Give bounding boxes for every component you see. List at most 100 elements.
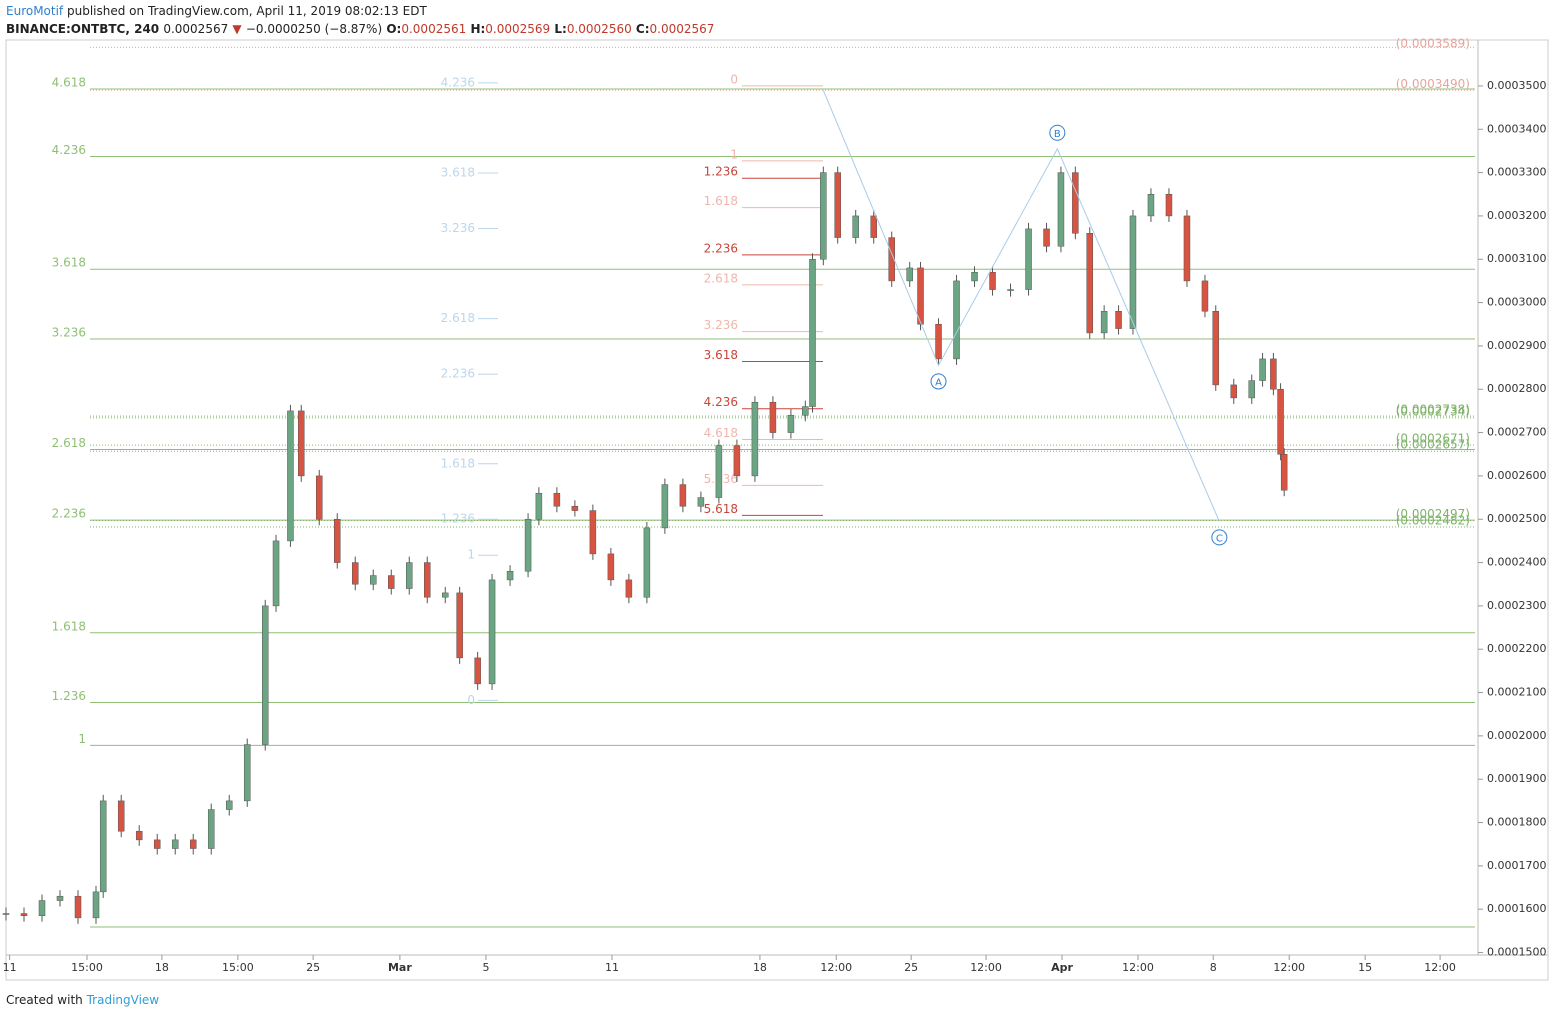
- fib-label: 2.236: [704, 241, 738, 255]
- y-tick-label: 0.0003500: [1487, 79, 1547, 92]
- author[interactable]: EuroMotif: [6, 4, 64, 18]
- candle: [388, 575, 395, 589]
- chart: 0.0001500 0.0001600 0.0001700 0.0001800 0.00…: [2, 37, 1549, 981]
- candle: [1043, 228, 1050, 247]
- footer: Created with TradingView: [6, 993, 159, 1007]
- price-label: (0.0002482): [1396, 514, 1470, 528]
- candle: [225, 800, 233, 810]
- y-tick-label: 0.0002600: [1487, 469, 1547, 482]
- fib-label: 2.618: [441, 311, 475, 325]
- candle: [733, 445, 741, 477]
- x-tick-label: 25: [904, 961, 918, 974]
- y-tick-label: 0.0002900: [1487, 339, 1547, 352]
- y-tick-label: 0.0002200: [1487, 642, 1547, 655]
- candle: [1072, 172, 1079, 234]
- h: 0.0002569: [485, 22, 551, 36]
- candle: [442, 592, 449, 598]
- candle: [2, 913, 10, 915]
- fib-label: 2.236: [441, 367, 475, 381]
- header-line: EuroMotif published on TradingView.com, …: [6, 4, 427, 18]
- candle: [1201, 280, 1209, 312]
- fib-label: 1: [78, 732, 86, 746]
- candle: [1025, 228, 1032, 290]
- price-label: (0.0002734): [1396, 404, 1470, 418]
- fib-label: 0: [467, 693, 475, 707]
- x-tick-label: 12:00: [1424, 961, 1456, 974]
- brand[interactable]: TradingView: [86, 993, 160, 1007]
- y-tick-label: 0.0003300: [1487, 166, 1547, 179]
- last: 0.0002567: [163, 22, 229, 36]
- candle: [1280, 453, 1288, 491]
- candle: [1277, 388, 1284, 455]
- y-tick-label: 0.0002300: [1487, 599, 1547, 612]
- candle: [953, 280, 960, 360]
- candle: [1230, 384, 1238, 399]
- price-label: (0.0002671): [1396, 432, 1470, 446]
- candle: [351, 562, 359, 585]
- candle: [625, 579, 633, 598]
- candle: [243, 744, 251, 802]
- candle: [697, 497, 705, 507]
- wave-line: [822, 90, 1220, 522]
- candle: [1086, 233, 1093, 334]
- candle: [1270, 358, 1277, 390]
- candle: [935, 323, 942, 360]
- candle: [888, 237, 895, 282]
- fib-label: 1.618: [52, 619, 86, 633]
- candle: [852, 215, 859, 238]
- candle: [56, 895, 64, 901]
- c: 0.0002567: [649, 22, 715, 36]
- fib-label: 2.618: [52, 436, 86, 450]
- x-tick-label: 15: [1358, 961, 1372, 974]
- candle: [506, 570, 514, 581]
- fib-label: 4.618: [704, 426, 738, 440]
- candle: [207, 809, 215, 849]
- y-tick-label: 0.0001800: [1487, 816, 1547, 829]
- candle: [135, 830, 143, 841]
- candle: [1115, 310, 1122, 329]
- candle: [589, 510, 597, 555]
- fib-label: 4.618: [52, 75, 86, 89]
- candle: [553, 492, 561, 507]
- fib-label: 3.236: [52, 325, 86, 339]
- candle: [1165, 194, 1173, 217]
- candle: [989, 271, 996, 290]
- fib-label: 1.618: [704, 194, 738, 208]
- candle: [424, 562, 431, 598]
- candle: [1212, 310, 1220, 386]
- fib-label: 2.236: [52, 507, 86, 521]
- price-label: (0.0003589): [1396, 37, 1470, 51]
- fib-label: 1.236: [704, 165, 738, 179]
- x-tick-label: 18: [753, 961, 767, 974]
- fib-label: 1.236: [52, 689, 86, 703]
- fib-label: 1.236: [441, 512, 475, 526]
- candle: [751, 401, 759, 477]
- candle: [370, 575, 377, 585]
- l-label: L:: [554, 22, 567, 36]
- candle: [535, 492, 543, 520]
- fib-label: 5.618: [704, 502, 738, 516]
- x-tick-label: 18: [155, 961, 169, 974]
- candle: [488, 579, 496, 685]
- y-tick-label: 0.0002700: [1487, 426, 1547, 439]
- candle: [834, 172, 841, 238]
- fib-label: 3.618: [704, 348, 738, 362]
- candle: [1259, 358, 1266, 381]
- y-tick-label: 0.0001500: [1487, 946, 1547, 959]
- price-label: (0.0003490): [1396, 77, 1470, 91]
- wave-label: A: [935, 377, 942, 388]
- x-tick-label: 5: [482, 961, 489, 974]
- c-label: C:: [635, 22, 650, 36]
- fib-label: 1: [730, 147, 738, 161]
- x-tick-label: Mar: [388, 961, 412, 974]
- candle: [20, 913, 28, 916]
- y-tick-label: 0.0001900: [1487, 772, 1547, 785]
- fib-label: 2.618: [704, 271, 738, 285]
- candle: [820, 172, 827, 260]
- candle: [802, 406, 809, 416]
- candle: [261, 605, 269, 745]
- candle: [474, 657, 481, 685]
- candle: [679, 484, 687, 507]
- x-tick-label: Apr: [1051, 961, 1073, 974]
- candle: [456, 592, 463, 659]
